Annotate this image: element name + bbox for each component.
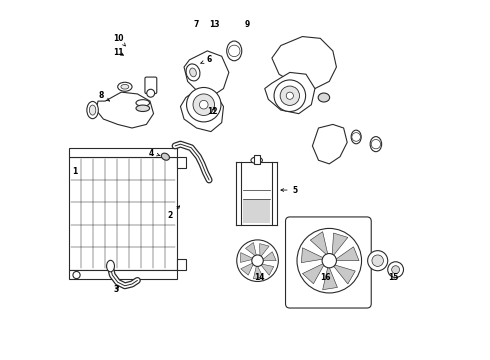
Circle shape — [322, 253, 337, 268]
Polygon shape — [329, 233, 348, 261]
Text: 13: 13 — [209, 19, 220, 28]
Text: 6: 6 — [201, 55, 212, 64]
FancyBboxPatch shape — [70, 270, 177, 279]
Polygon shape — [258, 244, 269, 261]
Circle shape — [286, 92, 294, 99]
Circle shape — [274, 80, 306, 112]
FancyBboxPatch shape — [145, 77, 157, 94]
FancyBboxPatch shape — [177, 157, 186, 168]
Text: 7: 7 — [194, 19, 199, 28]
Ellipse shape — [118, 82, 132, 91]
Circle shape — [371, 139, 381, 149]
Text: 5: 5 — [281, 185, 298, 194]
FancyBboxPatch shape — [70, 157, 177, 270]
Polygon shape — [180, 89, 223, 132]
Ellipse shape — [370, 136, 382, 152]
Circle shape — [199, 100, 208, 109]
Text: 2: 2 — [167, 206, 180, 220]
Ellipse shape — [318, 93, 330, 102]
Polygon shape — [310, 232, 329, 261]
Text: 3: 3 — [113, 285, 119, 294]
Text: 15: 15 — [389, 273, 399, 282]
FancyBboxPatch shape — [254, 155, 260, 164]
Ellipse shape — [89, 105, 96, 115]
Circle shape — [352, 133, 361, 141]
Polygon shape — [329, 247, 359, 261]
Circle shape — [392, 266, 399, 274]
Polygon shape — [265, 72, 315, 114]
Ellipse shape — [186, 64, 200, 81]
Text: 4: 4 — [149, 149, 160, 158]
FancyBboxPatch shape — [70, 148, 177, 157]
Ellipse shape — [351, 130, 361, 144]
Circle shape — [237, 240, 278, 282]
Text: 8: 8 — [99, 91, 109, 101]
Polygon shape — [302, 261, 329, 284]
Polygon shape — [184, 51, 229, 96]
Text: 9: 9 — [244, 19, 249, 28]
Ellipse shape — [121, 85, 129, 89]
Text: 12: 12 — [207, 107, 218, 116]
Polygon shape — [253, 261, 263, 279]
Circle shape — [228, 45, 240, 57]
Ellipse shape — [251, 157, 262, 163]
Circle shape — [252, 255, 263, 266]
Polygon shape — [322, 261, 338, 290]
FancyBboxPatch shape — [243, 199, 270, 223]
Text: 10: 10 — [114, 34, 125, 46]
Ellipse shape — [87, 102, 98, 119]
Ellipse shape — [161, 153, 170, 160]
Polygon shape — [245, 243, 258, 261]
Polygon shape — [301, 248, 329, 263]
Polygon shape — [329, 261, 355, 284]
Ellipse shape — [107, 260, 115, 272]
FancyBboxPatch shape — [177, 259, 186, 270]
Circle shape — [297, 228, 362, 293]
Text: 16: 16 — [320, 273, 331, 282]
Ellipse shape — [136, 105, 149, 112]
Circle shape — [73, 271, 80, 279]
FancyBboxPatch shape — [242, 162, 272, 225]
Polygon shape — [241, 261, 258, 275]
Polygon shape — [313, 125, 347, 164]
Circle shape — [368, 251, 388, 271]
Circle shape — [372, 255, 383, 266]
Ellipse shape — [190, 68, 196, 77]
Polygon shape — [272, 37, 337, 89]
Circle shape — [193, 94, 215, 116]
Text: 1: 1 — [72, 167, 77, 176]
Polygon shape — [258, 261, 274, 275]
Ellipse shape — [227, 41, 242, 61]
Circle shape — [388, 262, 403, 278]
Circle shape — [147, 89, 155, 97]
Polygon shape — [241, 253, 258, 262]
Polygon shape — [96, 92, 153, 128]
Ellipse shape — [136, 100, 149, 106]
Circle shape — [187, 87, 221, 122]
Text: 11: 11 — [114, 48, 124, 57]
Circle shape — [280, 86, 299, 105]
Text: 14: 14 — [254, 273, 265, 282]
Polygon shape — [258, 252, 276, 261]
